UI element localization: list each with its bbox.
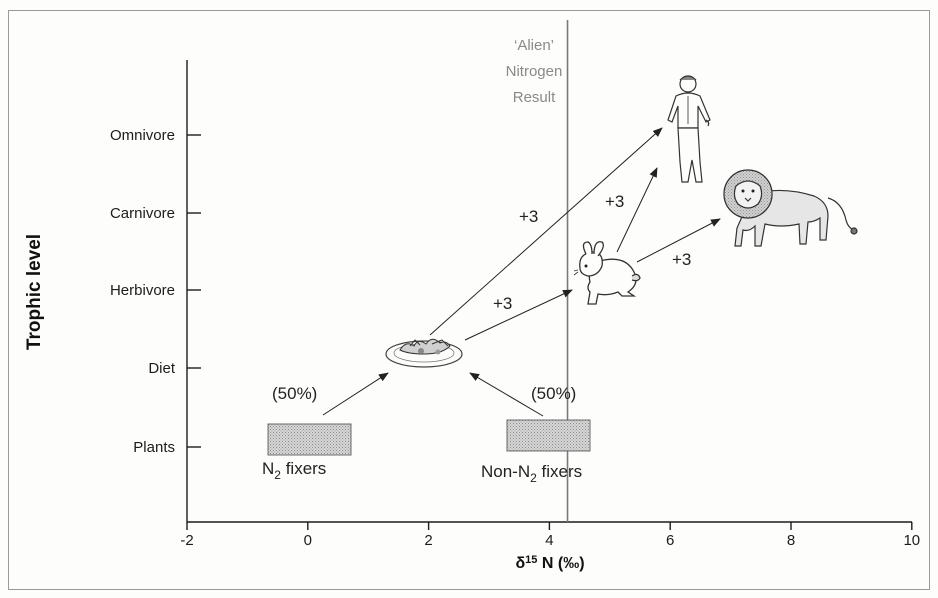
- increment-herbivore-to-carnivore: +3: [672, 250, 691, 269]
- x-tick-label-8: 8: [787, 532, 795, 549]
- alien-label-line-3: Result: [513, 89, 556, 106]
- non-n2-fixers-box: [506, 419, 591, 452]
- human-icon: [667, 75, 711, 183]
- n2-fixers-label: N2 fixers: [262, 459, 326, 482]
- n2-fixers-box: [267, 423, 352, 456]
- arrow-diet-to-herbivore: [464, 289, 573, 341]
- figure-frame: [8, 10, 930, 590]
- n2-fixers-share: (50%): [272, 384, 317, 403]
- x-tick-label-6: 6: [666, 532, 674, 549]
- arrow-diet-to-omnivore: [429, 127, 663, 336]
- arrow-non-n2-to-diet: [469, 372, 544, 417]
- alien-label-line-1: ‘Alien’: [514, 37, 554, 54]
- lion-icon: [723, 169, 858, 247]
- x-axis-title: δ15 N (‰): [515, 554, 584, 572]
- food-plate-icon: [385, 338, 463, 368]
- increment-diet-to-omnivore: +3: [519, 207, 538, 226]
- y-level-label-carnivore: Carnivore: [110, 205, 175, 222]
- x-tick-label-2: 2: [424, 532, 432, 549]
- y-level-label-omnivore: Omnivore: [110, 127, 175, 144]
- increment-diet-to-herbivore: +3: [493, 294, 512, 313]
- increment-herbivore-to-omnivore: +3: [605, 192, 624, 211]
- arrow-herbivore-to-omnivore: [616, 167, 658, 253]
- x-tick-label-10: 10: [903, 532, 920, 549]
- y-level-label-diet: Diet: [148, 360, 176, 377]
- arrow-herbivore-to-carnivore: [636, 218, 721, 263]
- non-n2-fixers-label: Non-N2 fixers: [481, 462, 582, 485]
- x-tick-label-0: 0: [304, 532, 312, 549]
- y-axis-title: Trophic level: [24, 234, 45, 350]
- x-tick-label-4: 4: [545, 532, 553, 549]
- non-n2-fixers-share: (50%): [531, 384, 576, 403]
- alien-label-line-2: Nitrogen: [506, 63, 563, 80]
- rabbit-icon: [573, 241, 641, 305]
- arrow-n2-to-diet: [322, 372, 389, 416]
- y-level-label-plants: Plants: [133, 439, 175, 456]
- x-tick-label--2: -2: [180, 532, 193, 549]
- y-level-label-herbivore: Herbivore: [110, 282, 175, 299]
